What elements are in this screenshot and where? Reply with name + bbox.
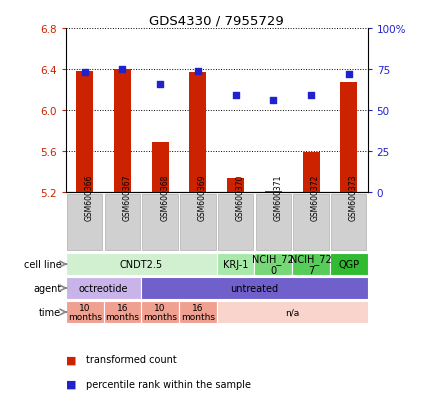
- Text: n/a: n/a: [285, 308, 299, 317]
- Point: [308, 93, 314, 100]
- Bar: [180, 195, 215, 251]
- Text: GSM600369: GSM600369: [198, 174, 207, 221]
- Text: percentile rank within the sample: percentile rank within the sample: [86, 379, 251, 389]
- Bar: [67, 195, 102, 251]
- Point: [157, 81, 164, 88]
- Bar: [76, 72, 93, 192]
- Text: agent: agent: [33, 283, 61, 293]
- Bar: [141, 277, 368, 299]
- Bar: [66, 301, 104, 323]
- Text: GSM600367: GSM600367: [122, 174, 131, 221]
- Text: GSM600371: GSM600371: [273, 174, 282, 221]
- Text: 10
months: 10 months: [143, 303, 177, 322]
- Bar: [340, 83, 357, 192]
- Text: cell line: cell line: [24, 259, 61, 269]
- Bar: [303, 153, 320, 192]
- Title: GDS4330 / 7955729: GDS4330 / 7955729: [149, 15, 284, 28]
- Text: GSM600366: GSM600366: [85, 174, 94, 221]
- Text: 16
months: 16 months: [105, 303, 139, 322]
- Text: GSM600370: GSM600370: [235, 174, 245, 221]
- Bar: [255, 254, 292, 275]
- Bar: [66, 277, 141, 299]
- Text: NCIH_72
7: NCIH_72 7: [290, 254, 332, 275]
- Text: QGP: QGP: [338, 259, 359, 269]
- Text: NCIH_72
0: NCIH_72 0: [252, 254, 294, 275]
- Text: 16
months: 16 months: [181, 303, 215, 322]
- Bar: [330, 254, 368, 275]
- Text: time: time: [39, 307, 61, 317]
- Bar: [152, 142, 169, 192]
- Bar: [114, 70, 131, 192]
- Text: ■: ■: [66, 354, 76, 364]
- Text: ■: ■: [66, 379, 76, 389]
- Bar: [218, 195, 253, 251]
- Bar: [292, 254, 330, 275]
- Bar: [293, 195, 329, 251]
- Text: KRJ-1: KRJ-1: [223, 259, 248, 269]
- Point: [119, 66, 126, 73]
- Text: GSM600372: GSM600372: [311, 174, 320, 221]
- Point: [346, 71, 352, 78]
- Point: [81, 70, 88, 76]
- Text: transformed count: transformed count: [86, 354, 177, 364]
- Bar: [141, 301, 179, 323]
- Bar: [190, 73, 207, 192]
- Text: CNDT2.5: CNDT2.5: [120, 259, 163, 269]
- Bar: [104, 301, 141, 323]
- Bar: [217, 254, 255, 275]
- Text: 10
months: 10 months: [68, 303, 102, 322]
- Text: untreated: untreated: [230, 283, 278, 293]
- Point: [232, 93, 239, 100]
- Bar: [217, 301, 368, 323]
- Text: GSM600373: GSM600373: [349, 174, 358, 221]
- Bar: [142, 195, 178, 251]
- Text: GSM600368: GSM600368: [160, 174, 169, 221]
- Point: [195, 68, 201, 75]
- Bar: [255, 195, 291, 251]
- Bar: [66, 254, 217, 275]
- Bar: [179, 301, 217, 323]
- Bar: [331, 195, 366, 251]
- Point: [270, 97, 277, 104]
- Text: octreotide: octreotide: [79, 283, 128, 293]
- Bar: [105, 195, 140, 251]
- Bar: [227, 178, 244, 192]
